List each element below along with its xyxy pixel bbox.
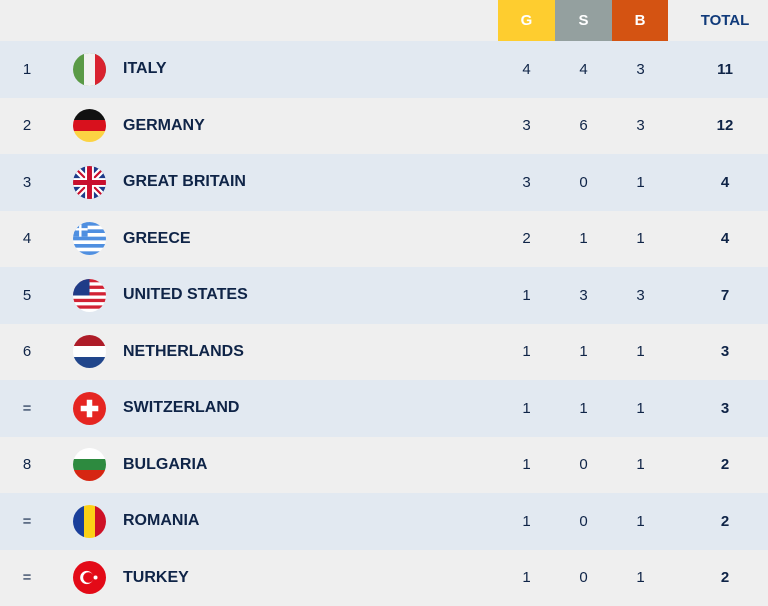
rank: 8 [20,456,34,473]
table-row[interactable]: 1 ITALY 4 4 3 11 [0,41,768,98]
country-name[interactable]: ITALY [123,60,167,78]
country-name[interactable]: UNITED STATES [123,286,248,304]
silver-count: 4 [555,61,612,78]
country-name[interactable]: GREECE [123,230,191,248]
table-row[interactable]: 5 UNITED STATES 1 3 3 7 [0,267,768,324]
table-row[interactable]: 3 GREAT BRITAIN 3 0 1 4 [0,154,768,211]
turkey-flag-icon [73,561,106,594]
greece-flag-icon [73,222,106,255]
country-name[interactable]: NETHERLANDS [123,343,244,361]
bronze-count: 3 [612,287,669,304]
total-count: 4 [680,174,768,191]
gold-count: 1 [498,400,555,417]
rank: 5 [20,287,34,304]
silver-count: 0 [555,569,612,586]
gold-count: 1 [498,513,555,530]
total-count: 7 [680,287,768,304]
gold-count: 1 [498,287,555,304]
silver-count: 0 [555,513,612,530]
switzerland-flag-icon [73,392,106,425]
total-count: 2 [680,513,768,530]
total-count: 11 [680,61,768,78]
silver-count: 0 [555,456,612,473]
gold-count: 1 [498,456,555,473]
gold-count: 1 [498,343,555,360]
rank: 4 [20,230,34,247]
total-count: 2 [680,456,768,473]
rank: = [20,400,34,417]
germany-flag-icon [73,109,106,142]
country-name[interactable]: ROMANIA [123,512,199,530]
country-name[interactable]: SWITZERLAND [123,399,239,417]
bronze-column-header[interactable]: B [612,0,668,41]
country-name[interactable]: GREAT BRITAIN [123,173,246,191]
gold-count: 2 [498,230,555,247]
silver-count: 6 [555,117,612,134]
total-count: 2 [680,569,768,586]
bronze-count: 1 [612,230,669,247]
rank: = [20,513,34,530]
united-states-flag-icon [73,279,106,312]
silver-count: 3 [555,287,612,304]
rank: 1 [20,61,34,78]
table-row[interactable]: 4 GREECE 2 1 1 4 [0,211,768,268]
romania-flag-icon [73,505,106,538]
bronze-count: 3 [612,117,669,134]
country-name[interactable]: BULGARIA [123,456,207,474]
gold-count: 4 [498,61,555,78]
gold-count: 3 [498,117,555,134]
silver-column-header[interactable]: S [555,0,612,41]
rank: 6 [20,343,34,360]
gold-count: 1 [498,569,555,586]
table-row[interactable]: = ROMANIA 1 0 1 2 [0,493,768,550]
bronze-count: 1 [612,343,669,360]
great-britain-flag-icon [73,166,106,199]
bronze-count: 1 [612,174,669,191]
table-row[interactable]: 6 NETHERLANDS 1 1 1 3 [0,324,768,381]
bulgaria-flag-icon [73,448,106,481]
bronze-count: 1 [612,513,669,530]
country-name[interactable]: TURKEY [123,569,189,587]
bronze-count: 1 [612,456,669,473]
netherlands-flag-icon [73,335,106,368]
total-column-header[interactable]: TOTAL [680,0,768,41]
rank: 2 [20,117,34,134]
silver-count: 0 [555,174,612,191]
total-count: 12 [680,117,768,134]
total-count: 4 [680,230,768,247]
bronze-count: 3 [612,61,669,78]
silver-count: 1 [555,343,612,360]
silver-count: 1 [555,230,612,247]
table-row[interactable]: = SWITZERLAND 1 1 1 3 [0,380,768,437]
rank: = [20,569,34,586]
bronze-count: 1 [612,569,669,586]
table-row[interactable]: 8 BULGARIA 1 0 1 2 [0,437,768,494]
gold-column-header[interactable]: G [498,0,555,41]
table-header: G S B TOTAL [0,0,768,41]
rank: 3 [20,174,34,191]
table-row[interactable]: 2 GERMANY 3 6 3 12 [0,98,768,155]
italy-flag-icon [73,53,106,86]
total-count: 3 [680,343,768,360]
bronze-count: 1 [612,400,669,417]
country-name[interactable]: GERMANY [123,117,205,135]
silver-count: 1 [555,400,612,417]
total-count: 3 [680,400,768,417]
gold-count: 3 [498,174,555,191]
table-row[interactable]: = TURKEY 1 0 1 2 [0,550,768,606]
